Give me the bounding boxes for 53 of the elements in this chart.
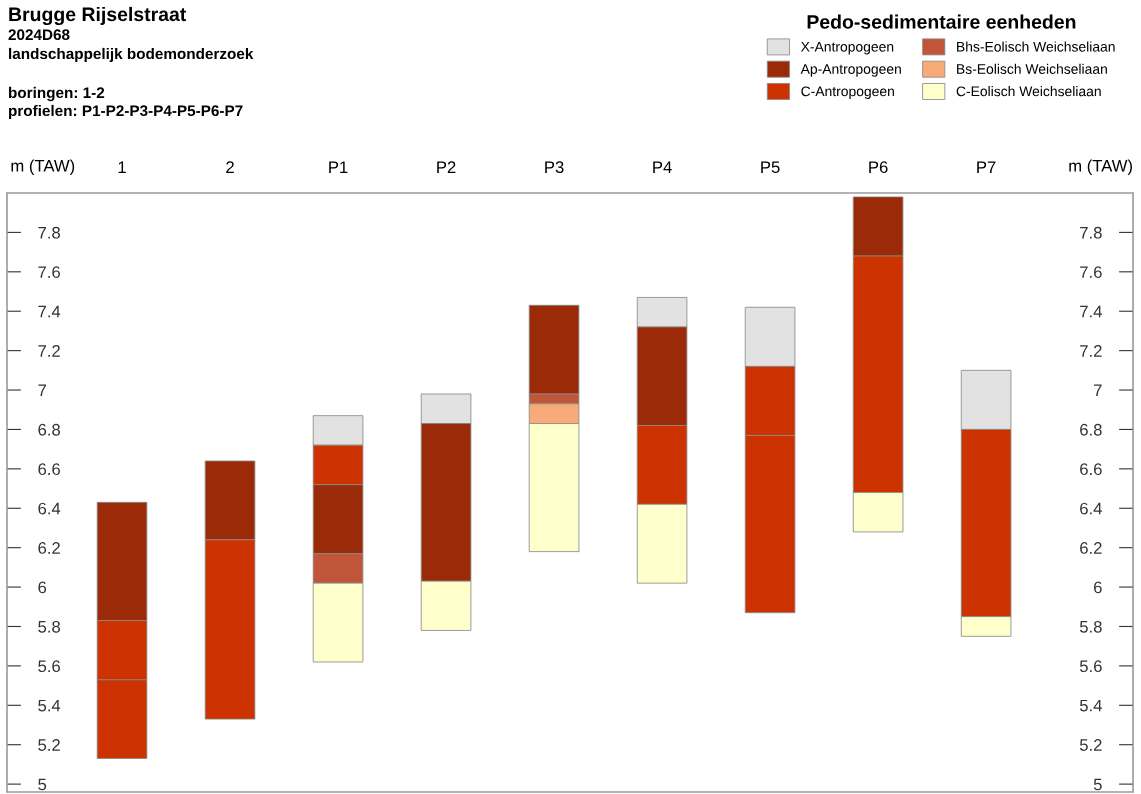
legend-label: C-Antropogeen: [801, 86, 894, 99]
y2-tick-label: 5.2: [1079, 739, 1102, 751]
y2-tick-label: 5.6: [1079, 660, 1102, 673]
y-tick-label: 7.6: [38, 266, 60, 279]
x-tick-label: 1: [118, 161, 126, 173]
x-tick-label: P7: [977, 161, 996, 173]
x-tick-label: P6: [869, 161, 888, 174]
y2-tick-label: 5.4: [1079, 699, 1102, 712]
legend-label: C-Eolisch Weichseliaan: [956, 86, 1101, 97]
y-tick-label: 7: [38, 384, 46, 397]
x-tick-label: P1: [329, 161, 348, 173]
y-tick-label: 7.8: [38, 226, 60, 239]
y-tick-label: 5.8: [38, 620, 60, 633]
text: profielen: P1-P2-P3-P4-P5-P6-P7: [9, 104, 243, 120]
y2-tick-label: 6.2: [1080, 542, 1102, 554]
x-tick-label: P2: [437, 161, 456, 173]
y2-tick-label: 7.2: [1080, 345, 1102, 357]
y-tick-label: 5.6: [38, 660, 60, 673]
y-tick-label: 7.4: [38, 305, 61, 318]
y2-tick-label: 7.6: [1080, 266, 1102, 279]
y2-tick-label: 6: [1094, 581, 1102, 594]
x-tick-label: 2: [226, 161, 234, 173]
y-tick-label: 6.6: [38, 463, 60, 476]
y2-tick-label: 6.6: [1080, 463, 1102, 476]
y-tick-label: 5.2: [38, 739, 60, 751]
y-tick-label: 6.8: [38, 423, 60, 436]
text: boringen: 1-2: [9, 86, 105, 102]
y2-tick-label: 7.4: [1080, 305, 1102, 318]
x-tick-label: P5: [761, 161, 780, 174]
chart-title: Brugge Rijselstraat: [9, 6, 187, 26]
y2-tick-label: 6.4: [1080, 502, 1102, 515]
legend-label: X-Antropogeen: [800, 41, 894, 55]
y-tick-label: 6.4: [38, 502, 61, 515]
y2-tick-label: 7: [1094, 384, 1102, 397]
y2-tick-label: 7.8: [1080, 226, 1102, 239]
legend-label: Ap-Antropogeen: [800, 64, 901, 77]
y-tick-label: 6: [38, 581, 47, 594]
y2-tick-label: 6.8: [1080, 423, 1102, 436]
y-tick-label: 5.4: [38, 699, 61, 712]
y-tick-label: 6.2: [38, 542, 60, 554]
legend-title: Pedo-sedimentaire eenheden: [807, 14, 1076, 29]
x-tick-label: P3: [545, 161, 564, 174]
y-tick-label: 5: [38, 778, 47, 791]
x-tick-label: P4: [653, 161, 672, 173]
y2-tick-label: 5.8: [1079, 620, 1102, 633]
legend-label: Bhs-Eolisch Weichseliaan: [957, 41, 1115, 52]
chart-subtitle: 2024D68: [8, 29, 70, 41]
y-axis-title: m (TAW): [11, 159, 75, 176]
text: landschappelijk bodemonderzoek: [9, 47, 254, 63]
legend-label: Bs-Eolisch Weichseliaan: [957, 63, 1107, 74]
y-tick-label: 7.2: [38, 345, 60, 357]
y2-tick-label: 5: [1093, 778, 1102, 791]
y2-axis-title: m (TAW): [1069, 159, 1132, 176]
